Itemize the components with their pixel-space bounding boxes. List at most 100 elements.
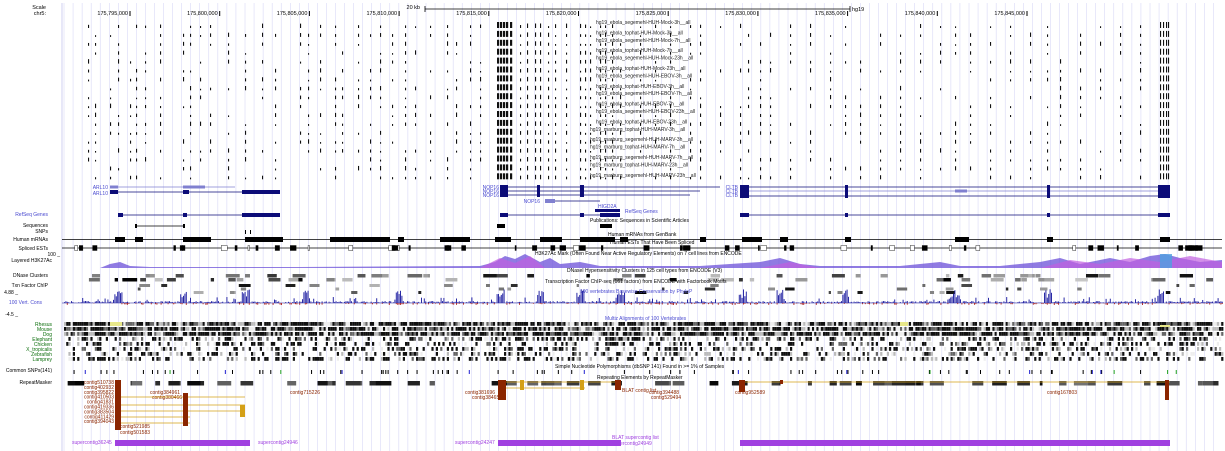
refseq-track[interactable]: RefSeq Genes RefSeq Genes bbox=[15, 209, 1170, 218]
spliced-ests-track[interactable]: Spliced ESTs Human ESTs That Have Been S… bbox=[19, 240, 1222, 252]
coverage-bar bbox=[415, 86, 417, 91]
multiz-cell bbox=[165, 332, 168, 336]
cons-bar bbox=[988, 297, 989, 303]
coverage-bar bbox=[1163, 75, 1165, 82]
cons-neg-bar bbox=[657, 303, 659, 305]
gene-label-cltb[interactable]: CLTB bbox=[726, 189, 739, 195]
rnaseq-coverage-bars[interactable] bbox=[88, 22, 1170, 180]
sequences-left-label[interactable]: Sequences bbox=[23, 223, 49, 229]
species-lamprey[interactable]: Lamprey bbox=[33, 357, 53, 363]
multiz-cell bbox=[911, 347, 914, 351]
cons-neg-bar bbox=[1118, 303, 1120, 305]
gene-label-cltb[interactable]: CLTB bbox=[726, 185, 739, 191]
coverage-bar bbox=[506, 84, 509, 91]
coverage-bar bbox=[845, 105, 847, 109]
species-x-tropicalis[interactable]: X_tropicalis bbox=[26, 347, 52, 353]
multiz-cell bbox=[581, 327, 584, 331]
multiz-cell bbox=[831, 337, 834, 341]
cons-bar bbox=[227, 301, 229, 303]
cons-bar bbox=[713, 302, 715, 303]
multiz-cell bbox=[959, 322, 962, 326]
coverage-bar bbox=[1160, 57, 1162, 64]
gene-label-nop16[interactable]: NOP16 bbox=[524, 199, 541, 205]
cons-left-label[interactable]: 100 Vert. Cons bbox=[9, 300, 43, 306]
coverage-bar bbox=[566, 158, 568, 162]
spliced-ests-left-label[interactable]: Spliced ESTs bbox=[19, 246, 49, 252]
human-mrnas-track[interactable]: Human mRNAs Human mRNAs from GenBank bbox=[13, 232, 1222, 243]
species-elephant[interactable]: Elephant bbox=[32, 337, 52, 343]
cons-bar bbox=[839, 301, 841, 303]
cons-bar bbox=[1048, 293, 1050, 303]
coverage-bar bbox=[190, 95, 192, 100]
multiz-cell bbox=[1111, 337, 1114, 341]
multiz-cell bbox=[653, 332, 656, 336]
multiz-cell bbox=[244, 322, 247, 326]
species-chicken[interactable]: Chicken bbox=[34, 342, 52, 348]
multiz-cell bbox=[1089, 322, 1092, 326]
multiz-cell bbox=[1038, 332, 1041, 336]
coverage-bar bbox=[540, 130, 542, 135]
species-zebrafish[interactable]: Zebrafish bbox=[31, 352, 52, 358]
multiz-cell bbox=[88, 337, 91, 341]
multiz-cell bbox=[297, 342, 300, 346]
multiz-cell bbox=[499, 327, 502, 331]
cons-neg-bar bbox=[661, 303, 663, 305]
conservation-track[interactable]: 4.88 _ 100 Vert. Cons -4.5 _ 100 vertebr… bbox=[4, 289, 1223, 318]
txn-left-label[interactable]: Txn Factor ChIP bbox=[12, 283, 49, 289]
txn-factor-track[interactable]: Txn Factor ChIP Transcription Factor ChI… bbox=[12, 279, 1195, 294]
ucsc-genes-track[interactable]: ARL10 ARL10 NOP16 NOP16 NOP16 NOP16 HIGD… bbox=[93, 185, 1170, 212]
multiz-cell bbox=[713, 327, 716, 331]
gene-label-cltb[interactable]: CLTB bbox=[726, 193, 739, 199]
multiz-cell bbox=[875, 332, 878, 336]
multiz-cell bbox=[1122, 342, 1125, 346]
multiz-cell bbox=[97, 332, 100, 336]
multiz-cell bbox=[460, 332, 463, 336]
gene-label-higd2a[interactable]: HIGD2A bbox=[598, 204, 617, 210]
multiz-cell bbox=[660, 332, 663, 336]
multiz-cell bbox=[1062, 342, 1065, 346]
snps-left-label[interactable]: SNPs bbox=[35, 229, 48, 235]
coverage-bar bbox=[1047, 132, 1049, 135]
coverage-bar bbox=[275, 68, 277, 73]
cons-neg-bar bbox=[645, 303, 646, 304]
cons-neg-bar bbox=[486, 303, 488, 305]
cons-bar bbox=[85, 301, 86, 303]
ruler-track[interactable]: Scale chr5: 20 kb hg19 175,795,000 175,80… bbox=[32, 5, 1028, 17]
multiz-cell bbox=[873, 322, 876, 326]
cons-neg-bar bbox=[219, 303, 221, 304]
species-dog[interactable]: Dog bbox=[43, 332, 52, 338]
species-mouse[interactable]: Mouse bbox=[37, 327, 52, 333]
gene-label-nop16[interactable]: NOP16 bbox=[483, 185, 500, 191]
dnase-track[interactable]: DNase Clusters DNaseI Hypersensitivity C… bbox=[13, 268, 1214, 282]
gene-label-arl10[interactable]: ARL10 bbox=[93, 185, 109, 191]
cons-bar bbox=[748, 302, 750, 303]
multiz-cell bbox=[750, 342, 753, 346]
cons-bar bbox=[621, 290, 623, 303]
dnase-left-label[interactable]: DNase Clusters bbox=[13, 273, 49, 279]
multiz-cell bbox=[787, 332, 790, 336]
publications-track[interactable]: Sequences SNPs Publications: Sequences i… bbox=[23, 218, 689, 235]
multiz-cell bbox=[908, 327, 911, 331]
multiz-cell bbox=[963, 332, 966, 336]
coverage-bar bbox=[228, 32, 230, 37]
multiz-cell bbox=[618, 337, 621, 341]
multiz-cell bbox=[444, 337, 447, 341]
h3k27ac-left-label[interactable]: Layered H3K27Ac bbox=[11, 258, 52, 264]
cons-bar bbox=[1088, 297, 1090, 303]
gene-label-arl10[interactable]: ARL10 bbox=[93, 191, 109, 197]
gene-label-nop16[interactable]: NOP16 bbox=[483, 189, 500, 195]
cons-bar bbox=[1051, 292, 1052, 303]
cons-bar bbox=[743, 289, 744, 303]
gene-label-nop16[interactable]: NOP16 bbox=[483, 193, 500, 199]
species-rhesus[interactable]: Rhesus bbox=[35, 322, 52, 328]
h3k27ac-track[interactable]: 100 _ Layered H3K27Ac H3K27Ac Mark (Ofte… bbox=[11, 251, 1222, 268]
multiz-track[interactable]: Multiz Alignments of 100 Vertebrates Rhe… bbox=[26, 316, 1224, 363]
refseq-left-label[interactable]: RefSeq Genes bbox=[15, 212, 48, 218]
multiz-cell bbox=[134, 337, 137, 341]
multiz-cell bbox=[1007, 322, 1010, 326]
coverage-bar bbox=[358, 88, 360, 91]
multiz-cell bbox=[319, 322, 322, 326]
human-mrnas-left-label[interactable]: Human mRNAs bbox=[13, 237, 48, 243]
